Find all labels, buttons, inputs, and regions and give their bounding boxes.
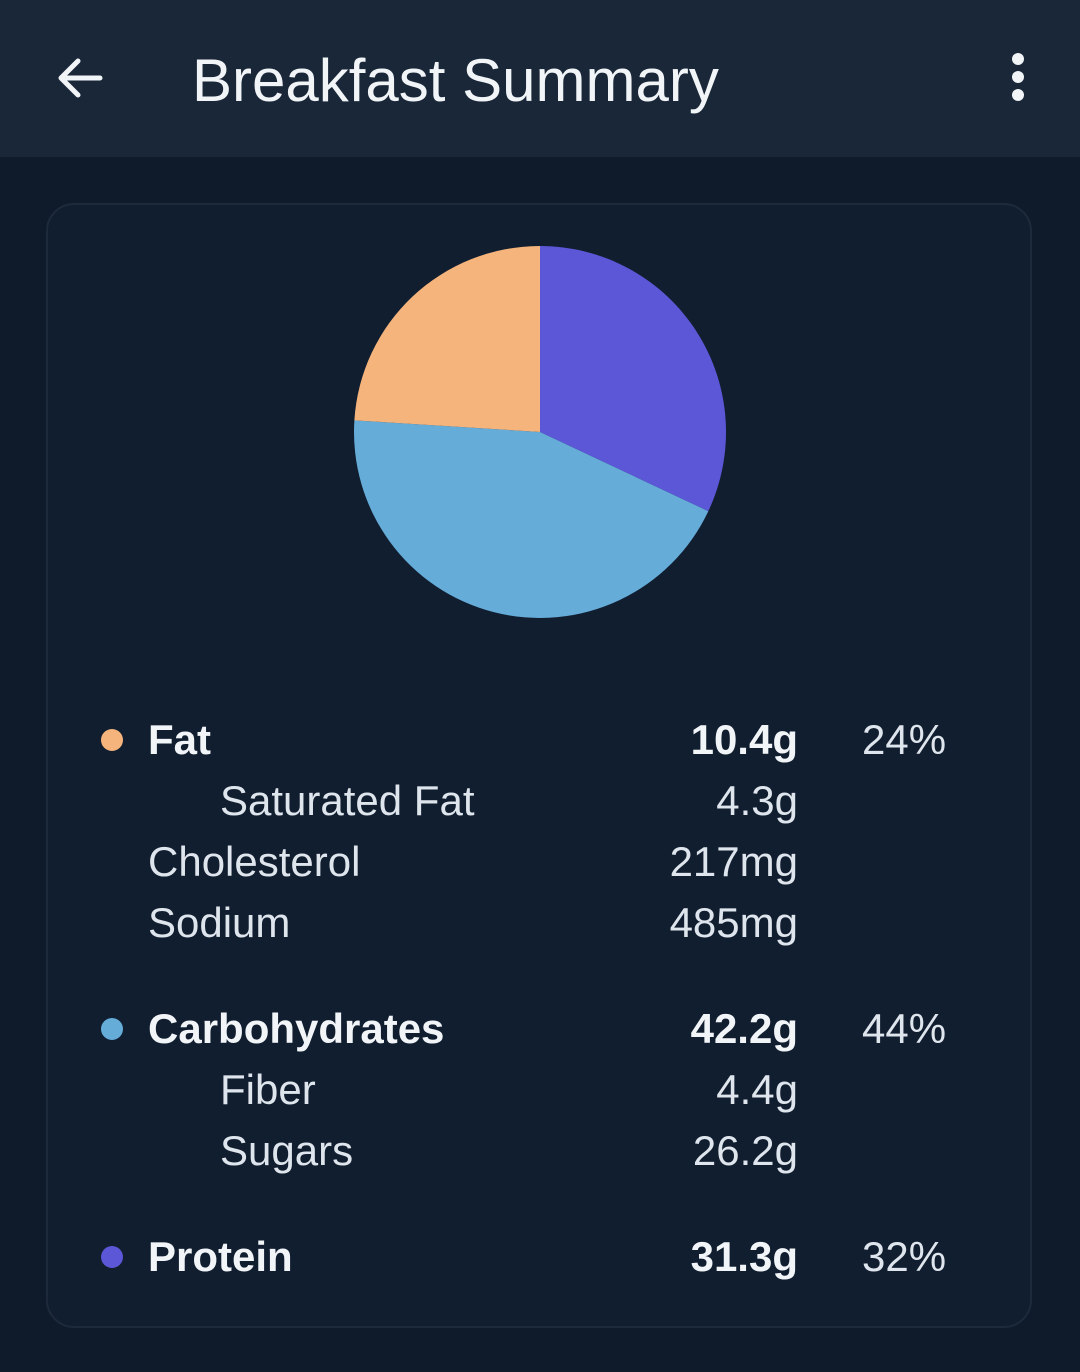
more-vert-icon [1012, 53, 1024, 101]
carbohydrates-legend-dot [101, 1018, 123, 1040]
protein-percent: 32% [862, 1233, 947, 1280]
carbohydrates-percent: 44% [862, 1005, 947, 1052]
fat-legend-dot [101, 729, 123, 751]
fat-label: Fat [148, 716, 211, 763]
sodium-label: Sodium [148, 899, 291, 946]
protein-label: Protein [148, 1233, 293, 1280]
fat-percent: 24% [862, 716, 947, 763]
fiber-label: Fiber [220, 1066, 316, 1113]
nutrient-row-fat: Fat 10.4g 24% [0, 710, 1080, 770]
pie-slice-fat [354, 246, 540, 432]
nutrient-row-saturated-fat: Saturated Fat 4.3g [0, 771, 1080, 831]
cholesterol-amount: 217mg [669, 838, 798, 885]
cholesterol-label: Cholesterol [148, 838, 361, 885]
sugars-label: Sugars [220, 1127, 354, 1174]
saturated-fat-label: Saturated Fat [220, 777, 475, 824]
app-bar: Breakfast Summary [0, 0, 1080, 157]
back-button[interactable] [48, 46, 112, 110]
carbohydrates-label: Carbohydrates [148, 1005, 445, 1052]
pie-slice-carbohydrates [354, 420, 709, 618]
nutrient-row-protein: Protein 31.3g 32% [0, 1227, 1080, 1287]
nutrient-row-sugars: Sugars 26.2g [0, 1121, 1080, 1181]
macro-pie-chart [354, 246, 726, 618]
fiber-amount: 4.4g [716, 1066, 798, 1113]
nutrient-row-carbohydrates: Carbohydrates 42.2g 44% [0, 999, 1080, 1059]
nutrient-row-sodium: Sodium 485mg [0, 893, 1080, 953]
sodium-amount: 485mg [669, 899, 798, 946]
pie-slice-protein [540, 246, 726, 512]
protein-amount: 31.3g [690, 1233, 798, 1280]
fat-amount: 10.4g [690, 716, 798, 763]
nutrient-row-fiber: Fiber 4.4g [0, 1060, 1080, 1120]
page-title: Breakfast Summary [192, 47, 719, 114]
saturated-fat-amount: 4.3g [716, 777, 798, 824]
arrow-left-icon [58, 58, 103, 98]
protein-legend-dot [101, 1246, 123, 1268]
more-options-button[interactable] [994, 50, 1042, 110]
nutrient-row-cholesterol: Cholesterol 217mg [0, 832, 1080, 892]
carbohydrates-amount: 42.2g [690, 1005, 798, 1052]
sugars-amount: 26.2g [692, 1127, 798, 1174]
